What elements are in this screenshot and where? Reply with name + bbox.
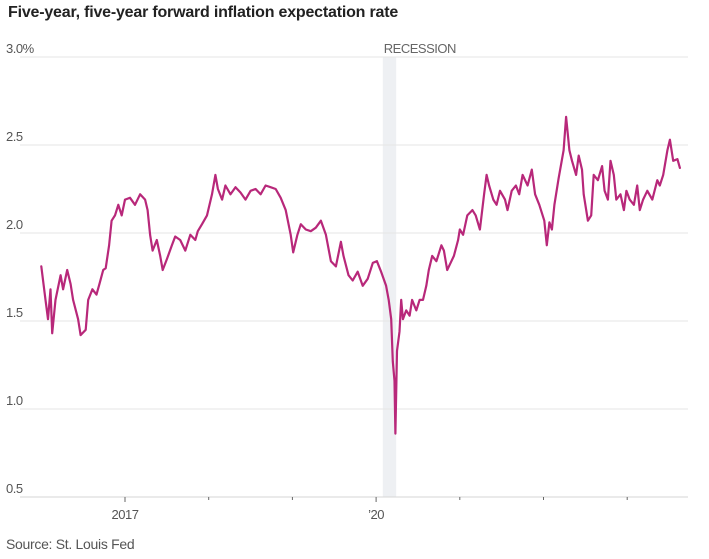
- y-tick-label: 3.0%: [6, 41, 35, 56]
- y-tick-label: 2.5: [6, 129, 23, 144]
- y-tick-label: 2.0: [6, 217, 23, 232]
- series-line: [40, 115, 681, 435]
- x-axis: 2017 ’20: [112, 497, 628, 522]
- x-tick-label: ’20: [368, 507, 384, 522]
- y-axis-ticks: 3.0% 2.5 2.0 1.5 1.0 0.5: [6, 41, 35, 496]
- x-tick-label: 2017: [112, 507, 139, 522]
- recession-bands: [382, 57, 397, 497]
- y-tick-label: 0.5: [6, 481, 23, 496]
- gridlines: [20, 56, 688, 498]
- chart-title: Five-year, five-year forward inflation e…: [8, 4, 399, 21]
- series-lines: [40, 115, 681, 435]
- annotations: RECESSION: [384, 41, 457, 56]
- y-tick-label: 1.0: [6, 393, 23, 408]
- recession-band: [382, 57, 397, 497]
- source-note: Source: St. Louis Fed: [6, 536, 135, 552]
- recession-label: RECESSION: [384, 41, 456, 56]
- y-tick-label: 1.5: [6, 305, 23, 320]
